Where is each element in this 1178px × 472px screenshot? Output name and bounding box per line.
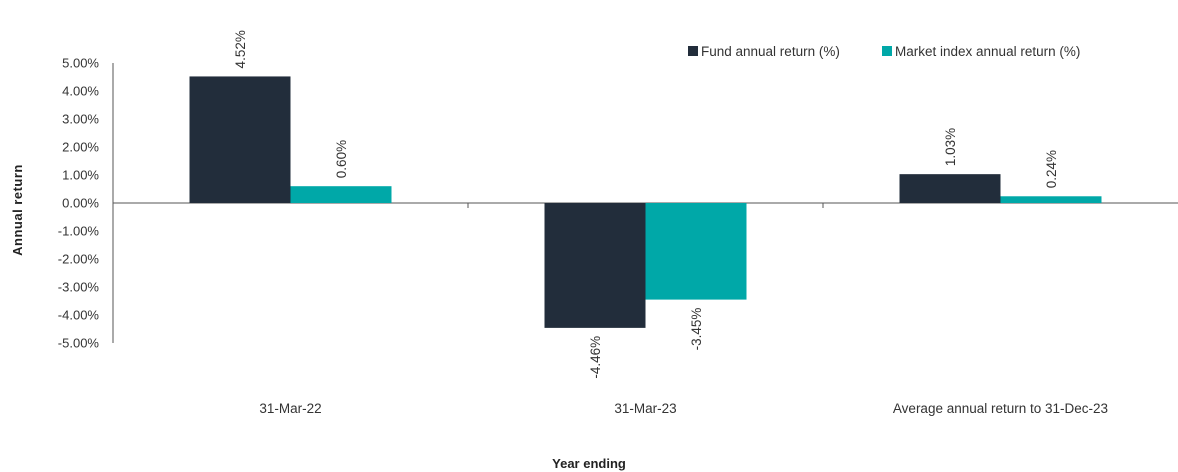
- bar: [645, 203, 747, 300]
- y-tick-label: 0.00%: [62, 196, 99, 211]
- data-label: 0.60%: [334, 140, 349, 178]
- x-axis-title: Year ending: [552, 456, 626, 471]
- y-tick-label: 4.00%: [62, 84, 99, 99]
- y-axis-title: Annual return: [10, 164, 25, 256]
- data-label: 0.24%: [1044, 150, 1059, 188]
- y-tick-label: 5.00%: [62, 56, 99, 71]
- bar: [290, 186, 392, 203]
- bar: [1000, 196, 1102, 203]
- y-tick-label: 1.00%: [62, 168, 99, 183]
- y-tick-label: -4.00%: [58, 308, 100, 323]
- legend-swatch-fund: [688, 46, 698, 56]
- data-label: -4.46%: [588, 336, 603, 379]
- legend: Fund annual return (%) Market index annu…: [688, 44, 1080, 59]
- legend-label-fund: Fund annual return (%): [701, 44, 840, 59]
- data-label: -3.45%: [689, 308, 704, 351]
- legend-swatch-market-index: [882, 46, 892, 56]
- legend-label-market-index: Market index annual return (%): [895, 44, 1080, 59]
- bar: [189, 76, 291, 203]
- data-label: 1.03%: [943, 128, 958, 166]
- bar: [899, 174, 1001, 203]
- y-tick-label: 3.00%: [62, 112, 99, 127]
- category-label: Average annual return to 31-Dec-23: [893, 401, 1108, 416]
- category-label: 31-Mar-23: [614, 401, 676, 416]
- category-label: 31-Mar-22: [259, 401, 321, 416]
- bar: [544, 203, 646, 328]
- y-tick-label: -3.00%: [58, 280, 100, 295]
- data-label: 4.52%: [233, 30, 248, 68]
- y-tick-label: -2.00%: [58, 252, 100, 267]
- y-tick-label: 2.00%: [62, 140, 99, 155]
- y-tick-label: -5.00%: [58, 336, 100, 351]
- y-tick-label: -1.00%: [58, 224, 100, 239]
